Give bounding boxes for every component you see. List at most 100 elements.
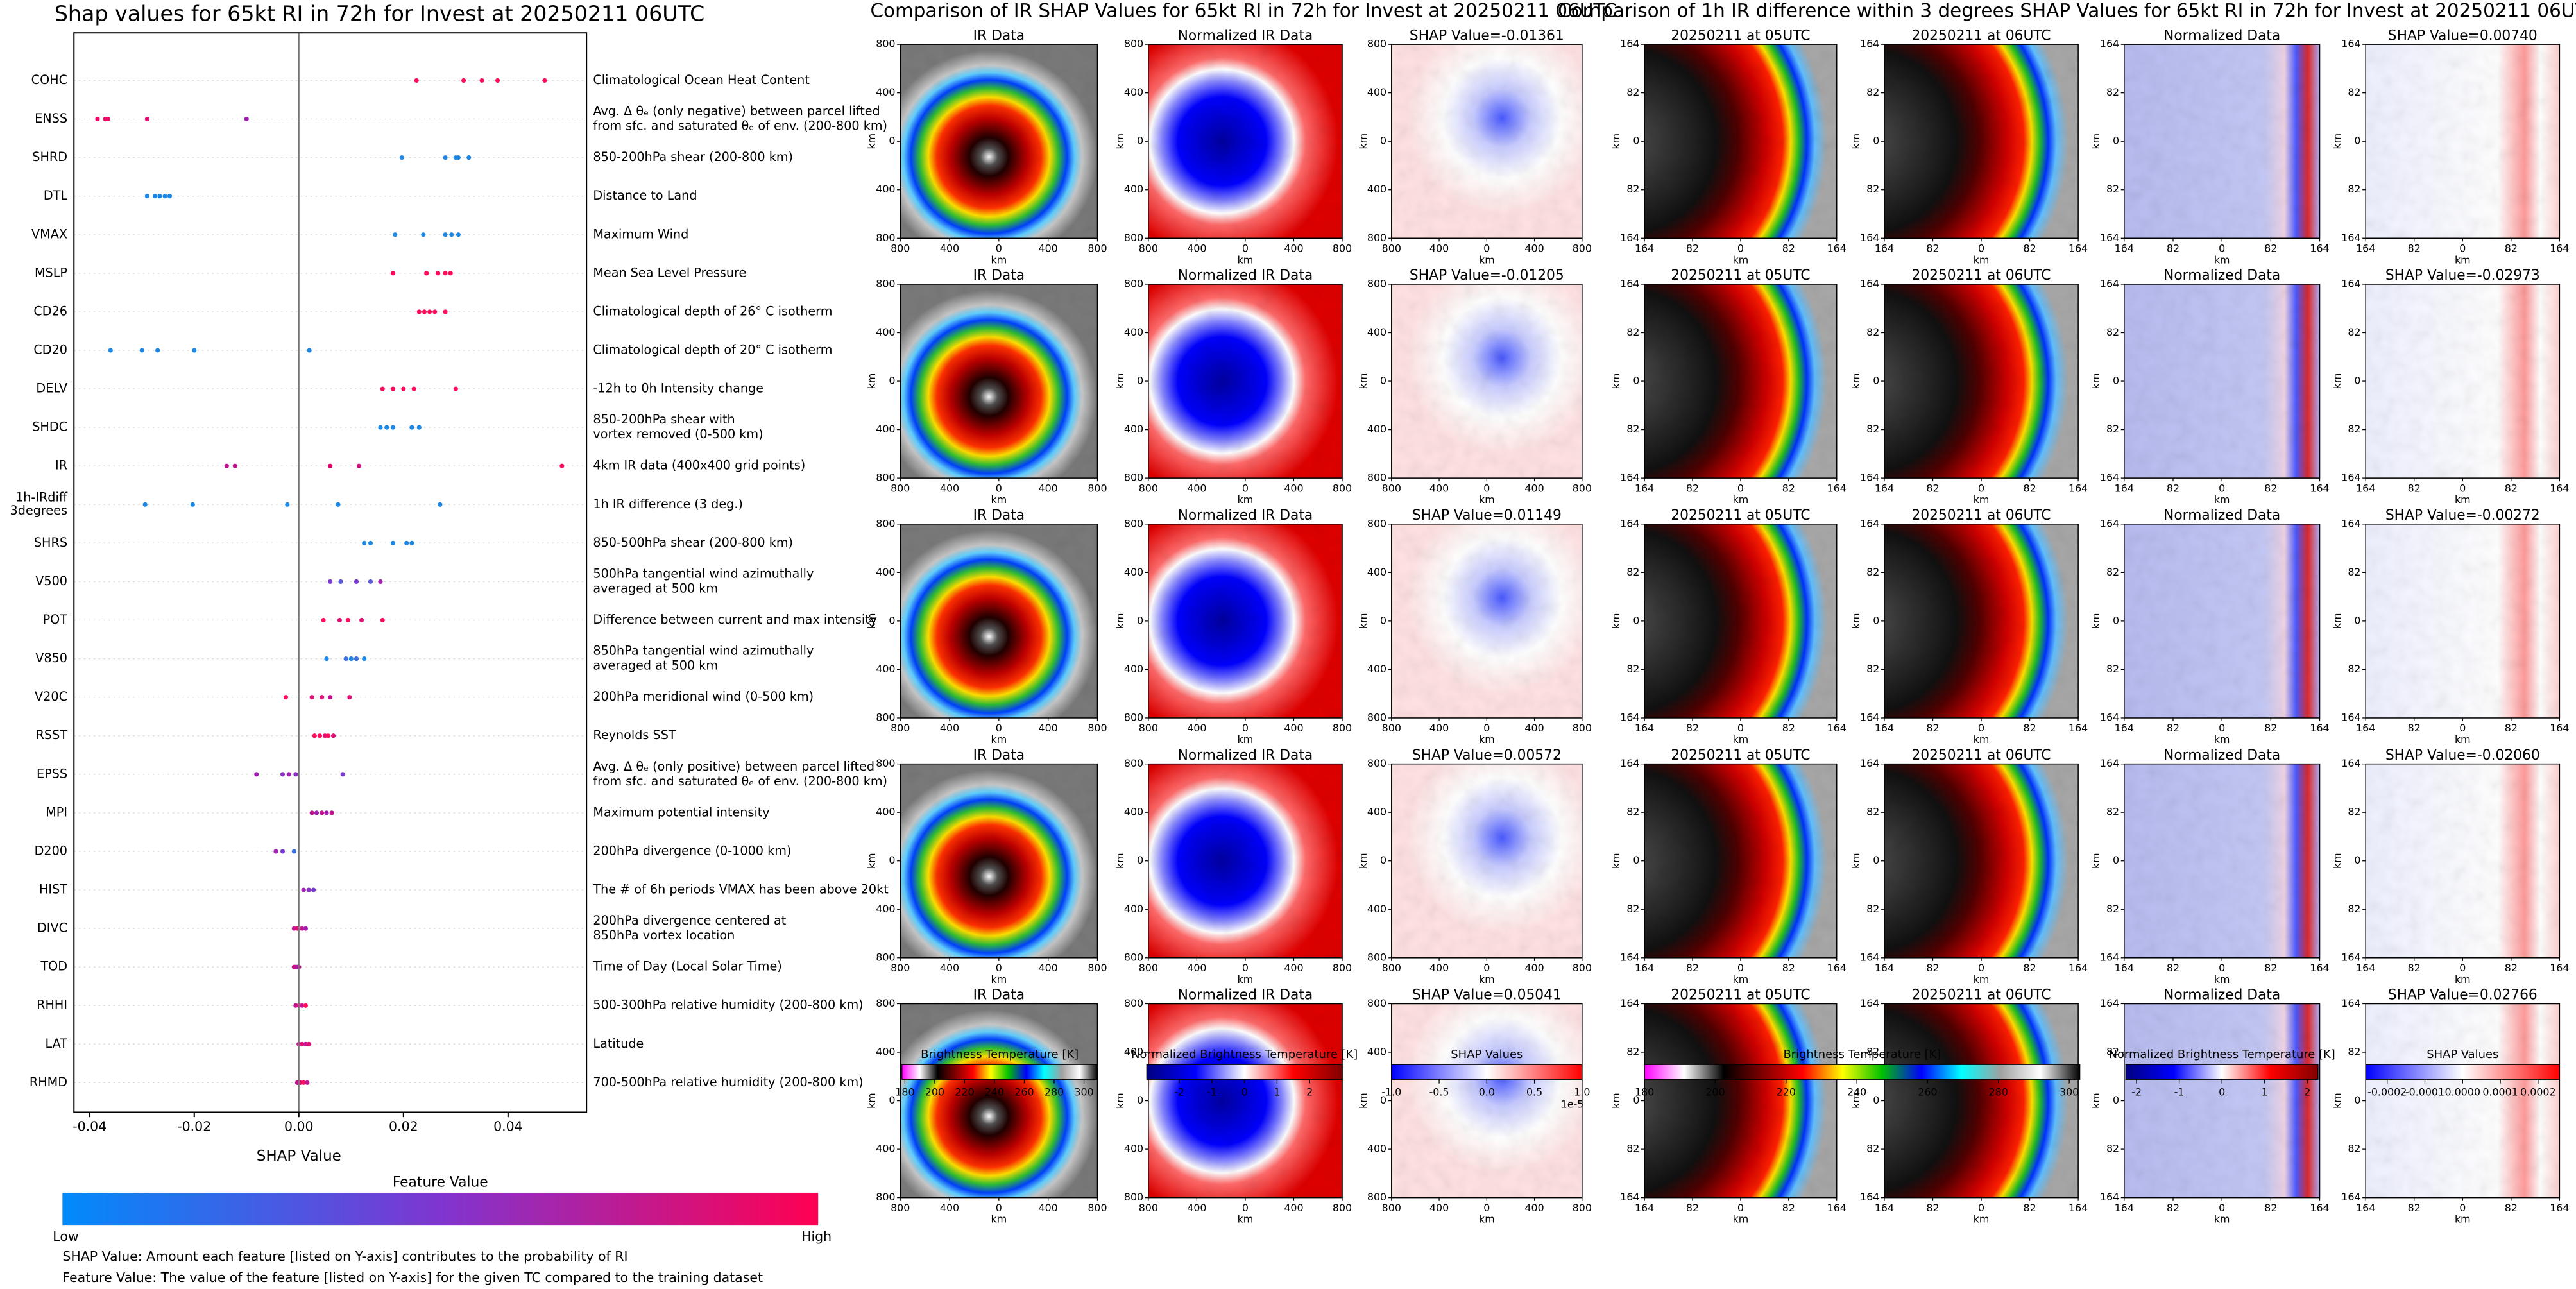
y-tick-label: 82: [2106, 1046, 2119, 1058]
y-axis-label: km: [2331, 133, 2343, 149]
point: [305, 1080, 310, 1085]
feature-description: 850hPa tangential wind azimuthally: [593, 644, 814, 658]
panel-title: Normalized IR Data: [1178, 987, 1313, 1003]
colorbar-offset: 1e-5: [1561, 1098, 1584, 1110]
point: [336, 502, 341, 507]
panel-texture: [1148, 764, 1342, 958]
colorbar-tick-label: 180: [895, 1086, 914, 1098]
y-tick-label: 800: [1124, 277, 1143, 289]
colorbar-tick-label: 2: [2304, 1086, 2310, 1098]
panel-title: Normalized IR Data: [1178, 747, 1313, 764]
panel-title: 20250211 at 06UTC: [1911, 28, 2051, 44]
y-tick-label: 0: [1873, 135, 1879, 147]
y-tick-label: 400: [1367, 86, 1386, 98]
y-tick-label: 164: [2100, 517, 2119, 529]
x-axis-label: km: [2214, 253, 2230, 266]
x-tick-label: 0: [2459, 722, 2466, 734]
y-tick-label: 800: [1367, 277, 1386, 289]
point: [244, 116, 249, 122]
x-tick-label: 800: [1382, 482, 1401, 494]
x-tick-label: 400: [1524, 962, 1544, 974]
y-tick-label: 800: [876, 232, 895, 244]
x-tick-label: 0: [2219, 722, 2225, 734]
point: [416, 425, 422, 430]
x-tick-label: 0: [2219, 962, 2225, 974]
panel-texture: [900, 1003, 1098, 1198]
panel-texture: [900, 764, 1098, 958]
y-tick-label: 82: [2348, 663, 2360, 675]
point: [317, 733, 322, 738]
x-tick-label: 82: [1686, 1202, 1699, 1214]
y-tick-label: 800: [1124, 757, 1143, 769]
x-tick-label: 400: [1524, 482, 1544, 494]
x-axis-label: km: [1238, 1213, 1254, 1225]
feature-description: averaged at 500 km: [593, 581, 718, 595]
point: [362, 656, 367, 662]
x-tick-label: 800: [1382, 722, 1401, 734]
x-tick-label: 400: [940, 482, 959, 494]
panel-title: IR Data: [973, 508, 1025, 524]
y-tick-label: 164: [2100, 997, 2119, 1009]
x-tick-label: 0: [1737, 1202, 1744, 1214]
point: [443, 232, 448, 237]
point: [348, 656, 354, 662]
y-tick-label: 82: [1626, 183, 1639, 195]
colorbar-tick-label: 180: [1635, 1086, 1654, 1098]
x-tick-label: 164: [1635, 722, 1654, 734]
point: [380, 617, 385, 623]
point: [337, 617, 342, 623]
y-tick-label: 82: [2106, 423, 2119, 435]
point: [384, 425, 389, 430]
y-tick-label: 800: [876, 277, 895, 289]
x-tick-label: 400: [1284, 722, 1303, 734]
y-axis-label: km: [1610, 613, 1622, 629]
x-tick-label: 400: [1524, 1202, 1544, 1214]
panel-title: IR Data: [973, 268, 1025, 284]
panel-texture: [1644, 764, 1837, 958]
feature-description: 850-500hPa shear (200-800 km): [593, 535, 793, 550]
point: [105, 116, 110, 122]
point: [338, 579, 343, 585]
point: [314, 810, 320, 815]
point: [307, 348, 312, 353]
feature-name: DIVC: [37, 921, 67, 935]
feature-description: 200hPa meridional wind (0-500 km): [593, 689, 814, 704]
panel-texture: [1884, 1003, 2079, 1198]
point: [424, 271, 429, 276]
feature-description: Maximum Wind: [593, 226, 688, 241]
y-tick-label: 800: [1367, 1191, 1386, 1203]
colorbar: [1644, 1064, 2081, 1080]
x-tick-label: 0: [1737, 482, 1744, 494]
feature-name: LAT: [46, 1036, 68, 1051]
point: [306, 887, 311, 892]
colorbar-tick-label: 260: [1918, 1086, 1937, 1098]
x-tick-label: 82: [2505, 242, 2518, 254]
y-axis-label: km: [1114, 853, 1126, 869]
y-tick-label: 0: [1873, 614, 1879, 626]
panel-title: SHAP Value=0.05041: [1412, 987, 1562, 1003]
y-tick-label: 400: [876, 326, 895, 338]
x-tick-label: 164: [2068, 1202, 2088, 1214]
feature-name: V850: [35, 651, 67, 665]
y-tick-label: 164: [1860, 711, 1879, 723]
y-tick-label: 82: [2348, 86, 2360, 98]
x-tick-label: 82: [2505, 722, 2518, 734]
y-tick-label: 164: [2341, 711, 2360, 723]
y-tick-label: 400: [1124, 1046, 1143, 1058]
y-tick-label: 0: [889, 614, 895, 626]
point: [300, 1003, 305, 1008]
x-tick-label: 164: [1635, 482, 1654, 494]
y-axis-label: km: [1114, 133, 1126, 149]
y-tick-label: 82: [1626, 663, 1639, 675]
y-axis-label: km: [2331, 373, 2343, 389]
x-tick-label: 164: [2356, 1202, 2375, 1214]
x-tick-label: 164: [1827, 962, 1847, 974]
x-tick-label: -0.02: [177, 1119, 211, 1134]
feature-name: MPI: [46, 805, 67, 819]
x-tick-label: 164: [2550, 962, 2569, 974]
x-tick-label: 800: [1333, 242, 1352, 254]
y-tick-label: 82: [2106, 86, 2119, 98]
y-tick-label: 400: [1367, 423, 1386, 435]
panel-title: 20250211 at 05UTC: [1671, 987, 1810, 1003]
feature-description: Latitude: [593, 1036, 644, 1051]
